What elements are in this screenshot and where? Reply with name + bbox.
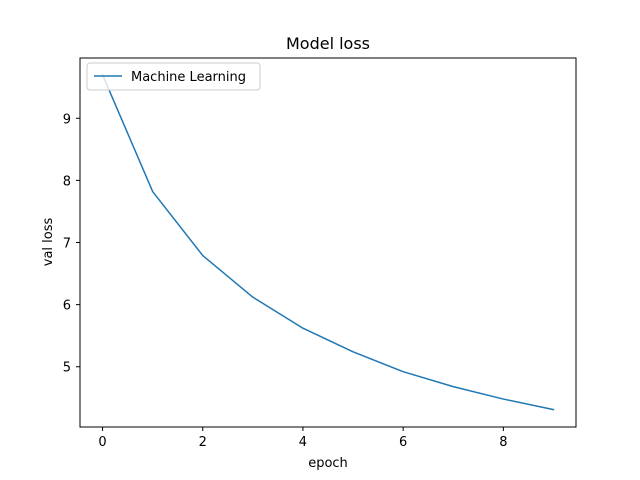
y-tick-label: 5 <box>63 361 71 376</box>
x-axis-ticks: 0 2 4 6 8 <box>98 427 507 450</box>
y-axis-label: val loss <box>41 218 56 267</box>
y-tick-label: 9 <box>63 112 71 127</box>
x-tick-label: 0 <box>98 435 106 450</box>
legend-label: Machine Learning <box>131 70 246 85</box>
plot-area: 0 2 4 6 8 5 6 7 8 9 <box>63 57 577 450</box>
series-line <box>101 73 555 411</box>
series-lines <box>101 73 555 411</box>
chart-title: Model loss <box>286 34 370 53</box>
y-tick-label: 7 <box>63 237 71 252</box>
x-tick-label: 6 <box>399 435 407 450</box>
x-tick-label: 4 <box>299 435 307 450</box>
x-axis-label: epoch <box>308 456 348 471</box>
legend: Machine Learning <box>86 62 261 91</box>
x-tick-label: 2 <box>199 435 207 450</box>
y-axis-ticks: 5 6 7 8 9 <box>63 112 80 376</box>
x-tick-label: 8 <box>499 435 507 450</box>
legend-box <box>86 62 261 91</box>
y-tick-label: 6 <box>63 299 71 314</box>
y-tick-label: 8 <box>63 174 71 189</box>
plot-frame <box>79 57 577 428</box>
